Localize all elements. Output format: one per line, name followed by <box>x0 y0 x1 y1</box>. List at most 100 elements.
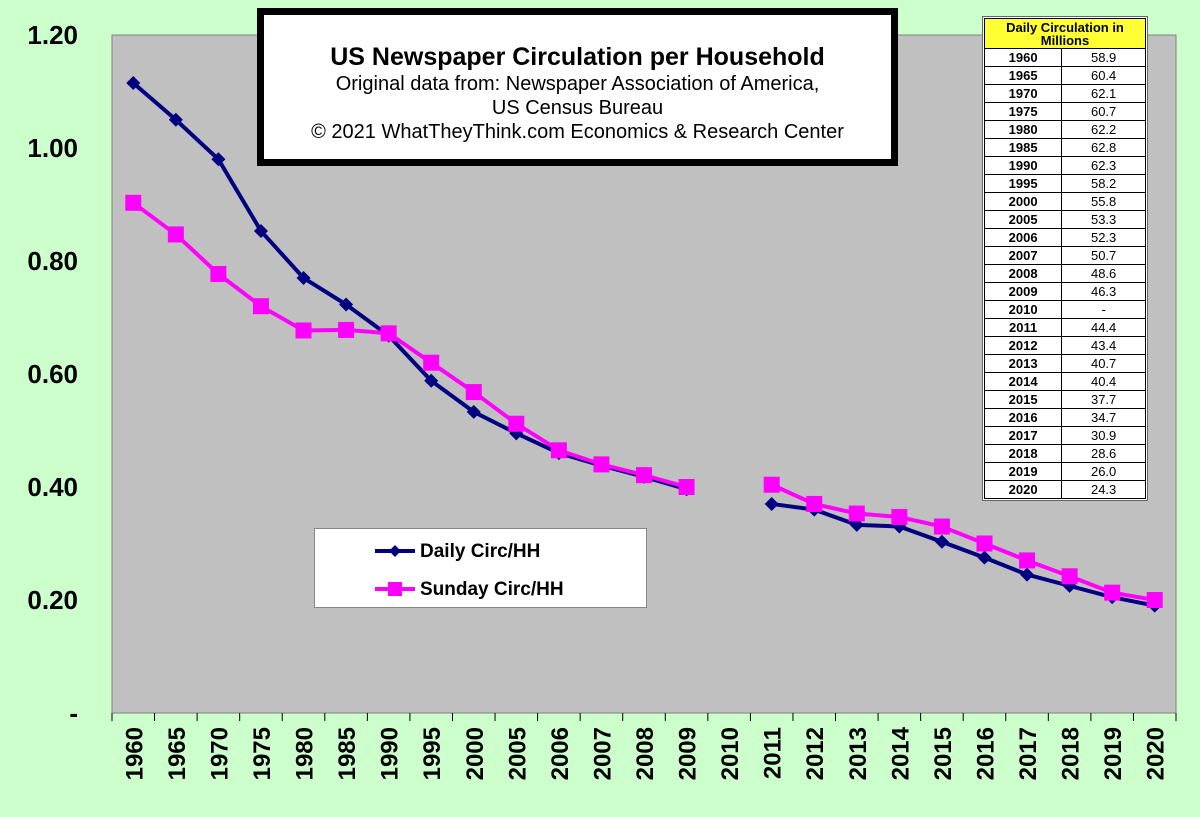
data-point-sunday-circ-hh <box>210 265 227 282</box>
chart-subtitle-line-3: © 2021 WhatTheyThink.com Economics & Res… <box>311 121 844 143</box>
x-tick-label: 2008 <box>632 727 659 780</box>
table-row: 2005 53.3 <box>983 210 1146 229</box>
table-value-cell: 37.7 <box>1061 390 1146 409</box>
table-body: 1960 58.9 1965 60.4 1970 62.1 1975 60.7 1980 62.2… <box>983 48 1146 499</box>
data-point-sunday-circ-hh <box>1061 568 1078 585</box>
square-marker-icon <box>375 582 415 596</box>
table-value-cell: 62.1 <box>1061 84 1146 103</box>
table-value-cell: 58.9 <box>1061 48 1146 67</box>
x-tick-label: 2014 <box>887 726 914 780</box>
table-year-cell: 2016 <box>983 408 1063 427</box>
data-point-sunday-circ-hh <box>252 298 269 315</box>
table-year-cell: 1965 <box>983 66 1063 85</box>
data-point-daily-circ-hh <box>1020 567 1035 582</box>
y-tick-label: 0.60 <box>27 359 78 389</box>
x-axis-ticks: 1960 1965 1970 1975 1980 1985 1990 1995 2000 2005… <box>111 713 1177 780</box>
circulation-table: Daily Circulation in Millions 1960 58.9 19… <box>982 16 1148 501</box>
table-row: 1980 62.2 <box>983 120 1146 139</box>
table-row: 2011 44.4 <box>983 318 1146 337</box>
table-row: 2008 48.6 <box>983 264 1146 283</box>
legend-item-daily: Daily Circ/HH <box>315 536 646 566</box>
data-point-sunday-circ-hh <box>465 384 482 401</box>
x-tick-label: 1965 <box>164 727 191 780</box>
data-point-daily-circ-hh <box>339 297 354 312</box>
table-row: 1985 62.8 <box>983 138 1146 157</box>
table-year-cell: 2000 <box>983 192 1063 211</box>
table-row: 2017 30.9 <box>983 426 1146 445</box>
x-tick-label: 2012 <box>802 727 829 780</box>
x-tick-label: 2017 <box>1015 727 1042 780</box>
data-point-sunday-circ-hh <box>678 479 695 495</box>
table-row: 2016 34.7 <box>983 408 1146 427</box>
data-point-daily-circ-hh <box>253 224 268 239</box>
table-value-cell: 58.2 <box>1061 174 1146 193</box>
data-point-sunday-circ-hh <box>423 354 440 371</box>
data-point-sunday-circ-hh <box>636 467 652 484</box>
series-line-daily-circ-hh <box>771 501 1156 608</box>
x-tick-label: 2007 <box>589 727 616 780</box>
y-axis-ticks: - 0.20 0.40 0.60 0.80 1.00 1.20 <box>27 20 78 728</box>
x-tick-label: 2018 <box>1058 727 1085 780</box>
legend-item-sunday: Sunday Circ/HH <box>315 574 646 604</box>
x-tick-label: 2019 <box>1100 727 1127 780</box>
table-value-cell: 62.3 <box>1061 156 1146 175</box>
y-tick-label: - <box>69 698 78 728</box>
data-point-sunday-circ-hh <box>891 508 908 525</box>
table-row: 1995 58.2 <box>983 174 1146 193</box>
legend: Daily Circ/HH Sunday Circ/HH <box>314 528 647 608</box>
data-point-sunday-circ-hh <box>763 476 780 493</box>
table-row: 2006 52.3 <box>983 228 1146 247</box>
table-year-cell: 2008 <box>983 264 1063 283</box>
table-value-cell: 28.6 <box>1061 444 1146 463</box>
y-tick-label: 1.20 <box>27 20 78 50</box>
data-point-daily-circ-hh <box>126 76 141 91</box>
data-point-daily-circ-hh <box>764 496 779 511</box>
x-tick-label: 2011 <box>760 727 787 779</box>
x-tick-label: 2015 <box>930 727 957 780</box>
table-year-cell: 1995 <box>983 174 1063 193</box>
legend-label-sunday: Sunday Circ/HH <box>420 579 564 600</box>
data-point-daily-circ-hh <box>977 550 992 565</box>
x-tick-label: 2013 <box>845 727 872 780</box>
series-line-sunday-circ-hh <box>770 482 1156 602</box>
table-row: 1990 62.3 <box>983 156 1146 175</box>
series-group <box>125 76 1163 613</box>
data-point-sunday-circ-hh <box>167 226 184 243</box>
x-tick-label: 1960 <box>121 727 148 780</box>
table-value-cell: 44.4 <box>1061 318 1146 337</box>
data-point-daily-circ-hh <box>424 373 439 388</box>
table-year-cell: 2009 <box>983 282 1063 301</box>
table-value-cell: 55.8 <box>1061 192 1146 211</box>
table-row: 2018 28.6 <box>983 444 1146 463</box>
data-point-sunday-circ-hh <box>338 321 355 338</box>
x-tick-label: 2006 <box>547 727 574 780</box>
table-row: 1970 62.1 <box>983 84 1146 103</box>
chart-subtitle-line-2: US Census Bureau <box>491 97 664 119</box>
table-value-cell: 40.7 <box>1061 354 1146 373</box>
data-point-sunday-circ-hh <box>933 518 950 535</box>
table-value-cell: 53.3 <box>1061 210 1146 229</box>
chart-title: US Newspaper Circulation per Household <box>330 43 825 71</box>
x-tick-label: 1990 <box>377 727 404 780</box>
x-tick-label: 2020 <box>1143 727 1170 780</box>
data-point-sunday-circ-hh <box>806 495 823 512</box>
data-point-sunday-circ-hh <box>295 322 312 339</box>
y-tick-label: 1.00 <box>27 133 78 163</box>
table-value-cell: 62.8 <box>1061 138 1146 157</box>
data-point-sunday-circ-hh <box>593 456 610 473</box>
table-year-cell: 2013 <box>983 354 1063 373</box>
x-tick-label: 2000 <box>462 727 489 780</box>
table-year-cell: 2011 <box>983 318 1063 337</box>
table-year-cell: 2012 <box>983 336 1063 355</box>
x-tick-label: 2010 <box>717 727 744 780</box>
data-point-sunday-circ-hh <box>848 505 865 522</box>
table-value-cell: 46.3 <box>1061 282 1146 301</box>
table-row: 2014 40.4 <box>983 372 1146 391</box>
diamond-marker-icon <box>375 545 415 557</box>
data-point-daily-circ-hh <box>168 112 183 127</box>
data-point-sunday-circ-hh <box>1146 592 1163 608</box>
x-tick-label: 2009 <box>675 727 702 780</box>
table-value-cell: 60.4 <box>1061 66 1146 85</box>
data-point-sunday-circ-hh <box>1104 584 1121 601</box>
chart-subtitle-line-1: Original data from: Newspaper Associatio… <box>335 73 820 95</box>
